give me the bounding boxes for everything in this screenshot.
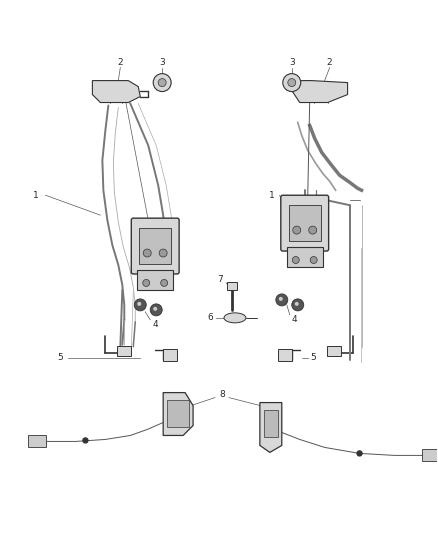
Circle shape — [288, 78, 296, 86]
Circle shape — [137, 302, 141, 306]
FancyBboxPatch shape — [131, 218, 179, 274]
Text: 3: 3 — [289, 58, 295, 67]
Circle shape — [159, 249, 167, 257]
Text: 1: 1 — [269, 191, 275, 200]
Text: 6: 6 — [207, 313, 213, 322]
Circle shape — [276, 294, 288, 306]
Bar — [264, 409, 278, 438]
Circle shape — [310, 256, 317, 263]
Text: 7: 7 — [217, 276, 223, 285]
Text: 4: 4 — [152, 320, 158, 329]
Circle shape — [134, 299, 146, 311]
Circle shape — [283, 74, 301, 92]
Bar — [287, 247, 323, 267]
Polygon shape — [292, 80, 348, 102]
Bar — [163, 349, 177, 361]
Circle shape — [295, 302, 299, 306]
Circle shape — [293, 226, 301, 234]
Circle shape — [153, 74, 171, 92]
Circle shape — [158, 78, 166, 86]
Text: 1: 1 — [33, 191, 39, 200]
Circle shape — [309, 226, 317, 234]
Bar — [139, 228, 171, 264]
Polygon shape — [260, 402, 282, 453]
Bar — [289, 205, 321, 241]
Bar — [278, 349, 292, 361]
Bar — [422, 449, 438, 462]
Circle shape — [292, 256, 299, 263]
Text: 2: 2 — [327, 58, 332, 67]
Circle shape — [143, 249, 151, 257]
Bar — [28, 435, 46, 447]
Text: 2: 2 — [117, 58, 123, 67]
Circle shape — [143, 279, 150, 286]
Circle shape — [83, 438, 88, 443]
Circle shape — [150, 304, 162, 316]
Text: 5: 5 — [310, 353, 315, 362]
Polygon shape — [92, 80, 140, 102]
Text: 8: 8 — [219, 390, 225, 399]
Circle shape — [279, 297, 283, 301]
Polygon shape — [163, 393, 193, 435]
Ellipse shape — [224, 313, 246, 323]
Bar — [327, 346, 341, 356]
Bar — [137, 270, 173, 290]
Circle shape — [292, 299, 304, 311]
Text: 3: 3 — [159, 58, 165, 67]
Circle shape — [153, 307, 157, 311]
Text: 4: 4 — [292, 316, 297, 324]
FancyBboxPatch shape — [281, 195, 328, 251]
Bar — [167, 400, 189, 427]
Bar — [117, 346, 131, 356]
Circle shape — [161, 279, 168, 286]
Circle shape — [357, 451, 362, 456]
Bar — [227, 282, 237, 290]
Text: 5: 5 — [58, 353, 64, 362]
